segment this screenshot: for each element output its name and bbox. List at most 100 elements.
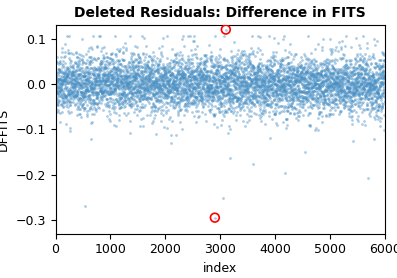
Point (264, 82, 271, 86)
Point (300, 72, 306, 76)
Point (140, 94, 146, 98)
Point (176, 82, 183, 86)
Point (99, 91, 106, 95)
Point (350, 99, 357, 103)
Point (201, 59, 208, 64)
Point (153, 80, 160, 85)
Point (64, 95, 70, 100)
Point (367, 67, 374, 71)
Point (127, 96, 134, 100)
Point (310, 85, 316, 89)
Point (183, 90, 189, 94)
Point (107, 68, 114, 73)
Point (83, 52, 90, 56)
Point (299, 96, 305, 100)
Point (191, 85, 197, 90)
Point (222, 71, 229, 75)
Point (291, 68, 297, 73)
Point (298, 90, 304, 95)
Point (61, 65, 67, 70)
Point (141, 89, 147, 93)
Point (215, 94, 221, 98)
Point (273, 109, 279, 113)
Point (325, 86, 331, 91)
Point (53, 107, 60, 111)
Point (171, 91, 177, 95)
Point (67, 79, 74, 83)
Point (108, 79, 114, 83)
Point (353, 89, 360, 93)
Point (333, 81, 339, 85)
Point (69, 66, 76, 70)
Point (252, 89, 259, 93)
Point (322, 96, 328, 101)
Point (206, 68, 213, 73)
Point (340, 102, 346, 106)
Point (299, 94, 305, 98)
Point (223, 92, 229, 97)
Point (291, 91, 297, 96)
Point (169, 99, 175, 103)
Point (99, 64, 106, 69)
Point (216, 101, 222, 106)
Point (253, 50, 260, 54)
Point (95, 73, 102, 77)
Point (228, 87, 234, 91)
Point (102, 86, 109, 91)
Point (193, 51, 199, 56)
Point (133, 84, 140, 88)
Point (330, 70, 336, 74)
Point (99, 94, 106, 98)
Point (293, 98, 299, 102)
Point (159, 87, 166, 91)
Point (238, 75, 244, 79)
Point (231, 92, 237, 97)
Point (170, 103, 176, 108)
Point (300, 76, 306, 80)
Point (174, 78, 180, 82)
Point (208, 54, 214, 59)
Point (183, 96, 189, 100)
Point (214, 95, 220, 99)
Point (93, 58, 99, 62)
Point (200, 66, 207, 71)
Point (67, 103, 73, 107)
Point (109, 73, 115, 77)
Point (279, 87, 286, 92)
Point (255, 69, 262, 73)
Point (282, 75, 288, 79)
Point (185, 74, 192, 79)
Point (131, 77, 137, 82)
Point (303, 100, 310, 104)
Point (91, 97, 97, 102)
Point (307, 85, 314, 90)
Point (374, 96, 380, 100)
Point (186, 82, 192, 86)
Point (102, 76, 108, 81)
Point (301, 83, 307, 87)
Point (356, 91, 362, 95)
Point (190, 64, 197, 68)
Point (239, 88, 245, 92)
Point (186, 96, 192, 101)
Point (87, 106, 93, 111)
Point (143, 77, 150, 81)
Point (186, 84, 193, 89)
Point (340, 77, 346, 82)
Point (81, 83, 87, 87)
Point (162, 74, 168, 79)
Point (189, 53, 195, 57)
Point (262, 108, 268, 112)
Point (175, 80, 182, 85)
Point (172, 94, 178, 98)
Point (343, 99, 349, 104)
Point (261, 95, 268, 99)
Point (318, 91, 324, 96)
Point (78, 92, 84, 96)
Point (59, 71, 65, 75)
Point (98, 86, 104, 90)
Point (376, 71, 382, 76)
Point (174, 69, 180, 73)
Point (101, 73, 108, 78)
Point (318, 70, 324, 75)
